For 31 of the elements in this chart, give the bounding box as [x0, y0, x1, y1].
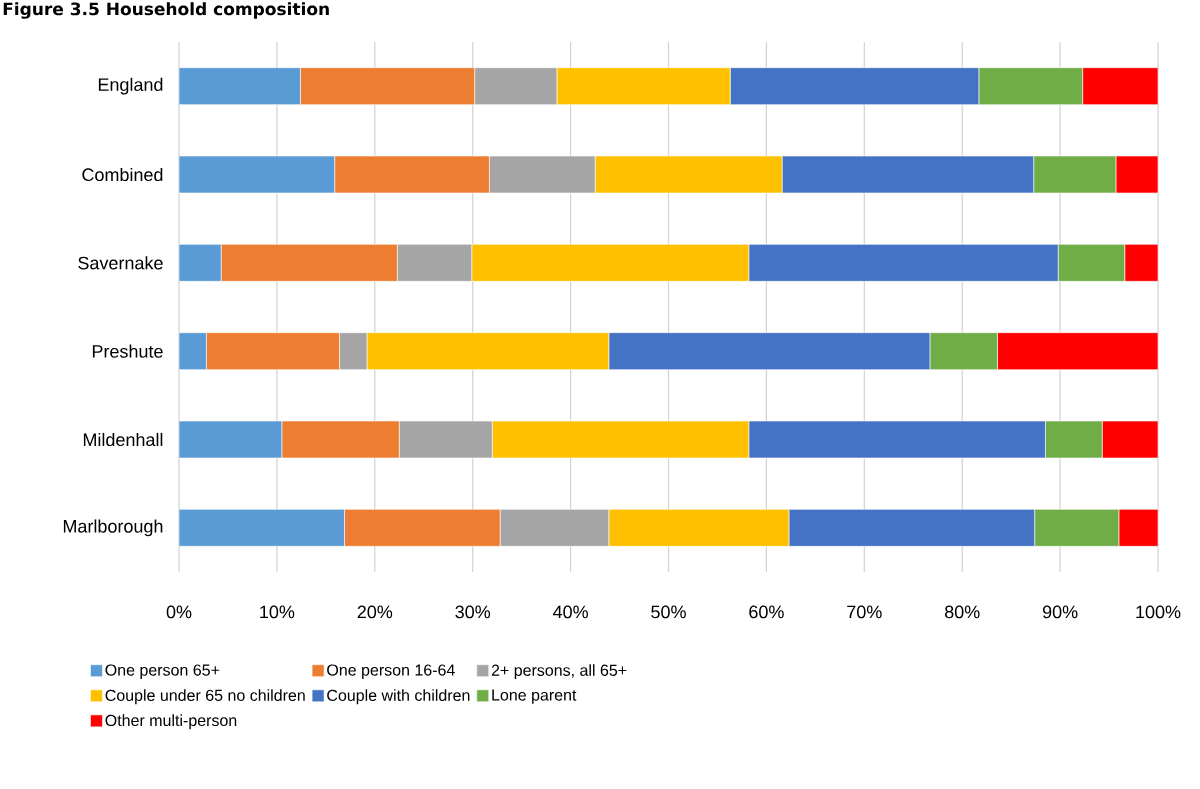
- bar: [179, 332, 207, 370]
- y-tick-label: Mildenhall: [83, 432, 163, 447]
- y-tick-label: England: [98, 77, 163, 95]
- y-tick-label: Marlborough: [63, 519, 163, 537]
- legend-label: One person 16-64: [327, 664, 455, 679]
- x-tick-label: 100%: [1136, 605, 1181, 619]
- bar: [179, 67, 301, 105]
- x-tick-label: 80%: [944, 605, 980, 619]
- chart-title: Figure 3.5 Household composition: [3, 2, 329, 19]
- legend-label: Couple with children: [327, 689, 470, 705]
- bar: [179, 155, 335, 194]
- x-tick-label: 50%: [651, 605, 686, 619]
- x-tick-label: 30%: [455, 605, 491, 619]
- y-tick-label: Combined: [82, 167, 163, 182]
- x-tick-label: 20%: [357, 605, 393, 619]
- x-tick-label: 60%: [749, 605, 784, 619]
- x-tick-label: 40%: [553, 605, 588, 619]
- legend-label: Other multi-person: [105, 714, 237, 730]
- bar: [179, 244, 222, 282]
- bar: [179, 509, 345, 547]
- bar: [179, 420, 283, 459]
- x-tick-label: 70%: [847, 605, 882, 619]
- x-tick-label: 90%: [1042, 605, 1078, 619]
- legend-label: Couple under 65 no children: [105, 689, 305, 705]
- x-tick-label: 0%: [166, 605, 192, 619]
- y-tick-label: Preshute: [92, 344, 163, 358]
- legend-label: 2+ persons, all 65+: [491, 664, 627, 680]
- legend-label: Lone parent: [492, 689, 577, 704]
- y-tick-label: Savernake: [78, 256, 163, 270]
- x-tick-label: 10%: [260, 605, 295, 619]
- legend-label: One person 65+: [105, 664, 220, 679]
